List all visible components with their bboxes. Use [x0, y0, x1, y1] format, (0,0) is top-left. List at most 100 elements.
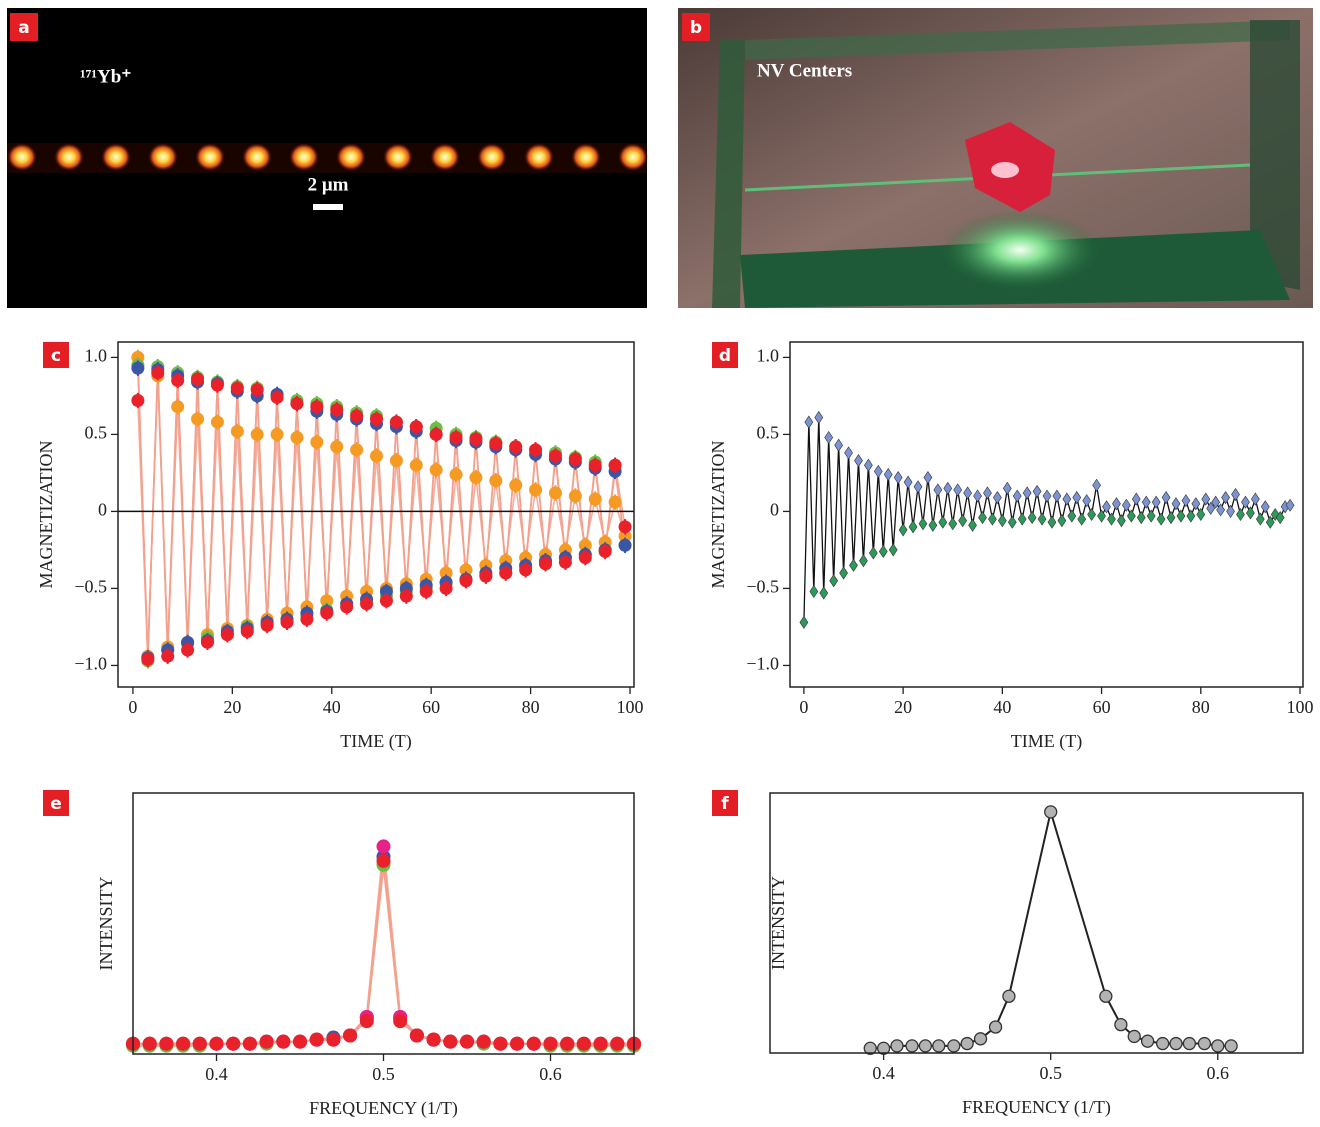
marker	[376, 839, 391, 854]
marker	[543, 1036, 558, 1051]
panel-a: a ¹⁷¹Yb⁺ 2 μm	[7, 8, 648, 308]
ion	[101, 143, 131, 171]
marker	[804, 415, 814, 429]
series-line	[133, 856, 634, 1045]
marker	[210, 415, 224, 429]
frame-part	[745, 20, 1290, 60]
marker	[1182, 1036, 1197, 1051]
marker	[1166, 511, 1176, 525]
marker	[963, 486, 972, 500]
y-tick-label: −1.0	[74, 654, 107, 674]
marker	[576, 1036, 591, 1051]
marker	[242, 1036, 257, 1051]
ion	[618, 143, 648, 171]
marker	[578, 551, 592, 565]
marker	[181, 643, 195, 657]
marker	[131, 361, 145, 375]
marker	[598, 544, 612, 558]
marker	[1112, 497, 1121, 511]
marker	[618, 520, 632, 534]
marker	[226, 1036, 241, 1051]
marker	[230, 381, 244, 395]
series-line	[133, 864, 634, 1047]
x-tick-label: 20	[894, 697, 912, 717]
marker	[343, 1028, 358, 1043]
marker	[844, 446, 853, 460]
marker	[918, 1039, 933, 1053]
marker	[1161, 491, 1171, 505]
plot-frame	[117, 341, 635, 688]
marker	[829, 574, 839, 588]
y-axis-label: MAGNETIZATION	[708, 441, 728, 589]
marker	[1251, 492, 1260, 506]
marker	[588, 492, 602, 506]
marker	[360, 597, 374, 611]
y-tick-label: 0	[770, 500, 779, 520]
marker	[943, 481, 953, 495]
marker	[933, 483, 943, 497]
marker	[868, 546, 878, 560]
marker	[489, 437, 503, 451]
marker	[918, 517, 928, 531]
ion	[430, 143, 460, 171]
y-tick-label: 1.0	[85, 346, 108, 366]
ion	[242, 143, 272, 171]
panel-label-box	[43, 790, 69, 816]
marker	[1255, 512, 1265, 526]
marker	[1171, 497, 1181, 511]
y-tick-label: 0.5	[757, 423, 780, 443]
marker	[1156, 512, 1166, 526]
marker	[1117, 514, 1126, 528]
marker	[409, 420, 423, 434]
x-tick-label: 0.5	[372, 1064, 395, 1084]
x-axis-label: FREQUENCY (1/T)	[309, 1098, 458, 1119]
panel-label: d	[719, 346, 731, 366]
marker	[1146, 509, 1156, 523]
marker	[192, 1036, 207, 1051]
x-tick-label: 100	[617, 697, 644, 717]
plot-frame	[132, 792, 635, 1055]
marker	[510, 1036, 525, 1051]
series-line	[870, 807, 1232, 1050]
marker	[469, 432, 483, 446]
marker	[176, 1036, 191, 1051]
marker	[973, 489, 982, 503]
marker	[290, 397, 304, 411]
photo-label: NV Centers	[757, 60, 852, 81]
marker	[593, 1036, 608, 1051]
marker	[209, 1036, 224, 1051]
marker	[379, 585, 393, 599]
marker	[443, 1034, 458, 1049]
marker	[399, 589, 413, 603]
marker	[459, 563, 473, 577]
marker	[608, 458, 622, 472]
marker	[863, 1041, 877, 1055]
marker	[1097, 509, 1106, 523]
marker	[210, 378, 224, 392]
marker	[905, 1039, 919, 1053]
marker	[849, 558, 858, 572]
marker	[359, 1014, 374, 1029]
x-tick-label: 40	[993, 697, 1011, 717]
marker	[389, 454, 403, 468]
marker	[460, 1034, 474, 1049]
panel-label: e	[50, 794, 62, 814]
frame-part	[712, 40, 745, 308]
marker	[1102, 500, 1111, 514]
ion	[7, 143, 37, 171]
marker	[873, 464, 883, 478]
marker	[1141, 495, 1151, 509]
x-tick-label: 0.4	[205, 1064, 228, 1084]
marker	[476, 1034, 491, 1049]
x-tick-label: 0	[128, 697, 137, 717]
marker	[839, 566, 848, 580]
marker	[864, 458, 873, 472]
marker	[1197, 1036, 1212, 1051]
marker	[1285, 498, 1295, 512]
marker	[293, 1034, 307, 1049]
marker	[1236, 507, 1245, 522]
marker	[958, 514, 968, 528]
ion	[148, 143, 178, 171]
marker	[997, 514, 1007, 528]
